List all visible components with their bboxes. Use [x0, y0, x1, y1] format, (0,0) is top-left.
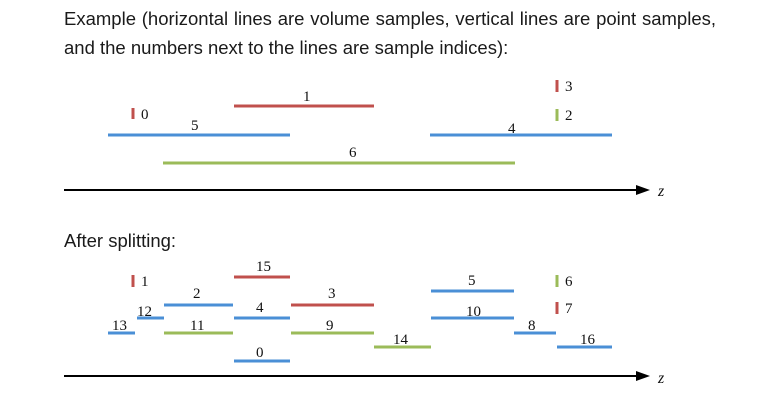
- volume-sample-label-4: 4: [508, 121, 516, 137]
- volume-sample-label-12: 12: [137, 304, 152, 320]
- volume-sample-label-6: 6: [349, 145, 357, 161]
- volume-sample-label-1: 1: [303, 89, 311, 105]
- volume-sample-label-5: 5: [191, 118, 199, 134]
- volume-sample-label-9: 9: [326, 318, 334, 334]
- volume-sample-label-5: 5: [468, 273, 476, 289]
- z-axis-arrowhead: [636, 185, 650, 195]
- intro-paragraph: Example (horizontal lines are volume sam…: [64, 8, 716, 58]
- volume-sample-label-0: 0: [256, 345, 264, 361]
- point-sample-label-7: 7: [565, 301, 573, 317]
- volume-sample-label-11: 11: [190, 318, 204, 334]
- before-diagram: 1 5 4 6 0 3 2 z: [64, 79, 665, 200]
- volume-sample-label-10: 10: [466, 304, 481, 320]
- after-splitting-heading: After splitting:: [64, 230, 177, 251]
- point-sample-label-2: 2: [565, 108, 573, 124]
- volume-sample-label-13: 13: [112, 318, 127, 334]
- volume-sample-label-2: 2: [193, 286, 201, 302]
- volume-sample-label-4: 4: [256, 300, 264, 316]
- volume-sample-label-16: 16: [580, 332, 596, 348]
- volume-sample-label-8: 8: [528, 318, 536, 334]
- z-axis-label: z: [657, 370, 665, 387]
- z-axis-label: z: [657, 183, 665, 200]
- volume-sample-label-14: 14: [393, 332, 409, 348]
- point-sample-label-0: 0: [141, 107, 149, 123]
- point-sample-label-6: 6: [565, 274, 573, 290]
- point-sample-label-3: 3: [565, 79, 573, 95]
- z-axis-arrowhead: [636, 371, 650, 381]
- volume-sample-label-3: 3: [328, 286, 336, 302]
- point-sample-label-1: 1: [141, 274, 149, 290]
- volume-sample-label-15: 15: [256, 259, 271, 275]
